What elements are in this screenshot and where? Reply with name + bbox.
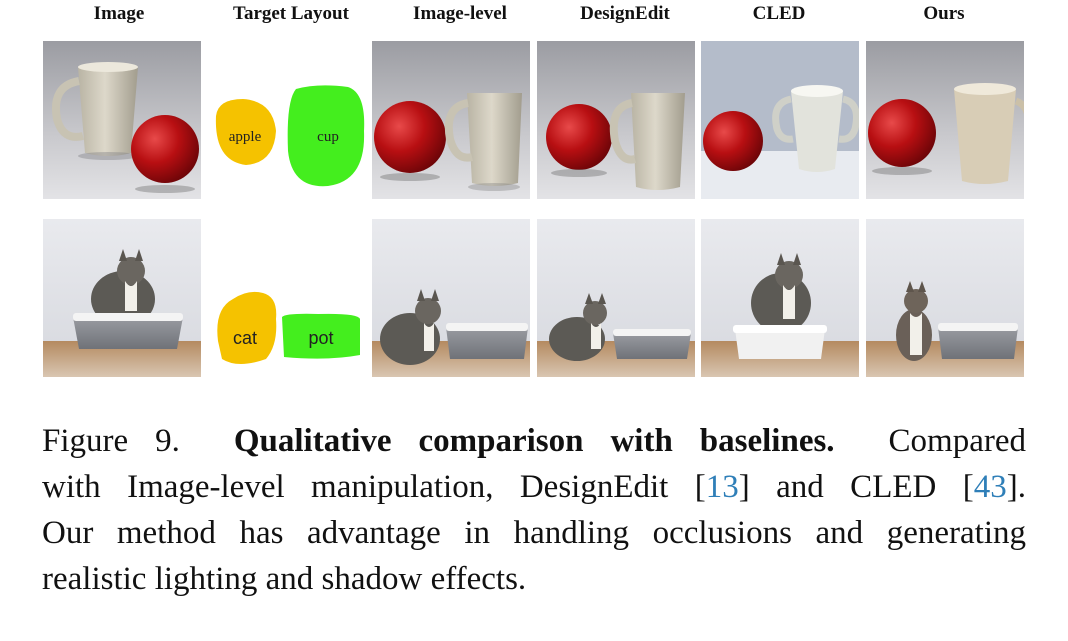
row1-designedit xyxy=(537,41,695,199)
layout-label-cup: cup xyxy=(317,129,339,145)
caption-line-3: Our method has advantage in handling occ… xyxy=(42,515,1026,551)
citation-43-link[interactable]: 43 xyxy=(973,469,1007,505)
column-header-image-level: Image-level xyxy=(413,3,507,24)
column-header-image: Image xyxy=(93,3,145,24)
row1-image-level xyxy=(372,41,530,199)
caption-title: Qualitative comparison with baselines. xyxy=(233,423,835,459)
layout-label-cat: cat xyxy=(233,328,257,348)
citation-13-link[interactable]: 13 xyxy=(705,469,739,505)
column-header-ours: Ours xyxy=(923,3,965,24)
row2-designedit xyxy=(537,219,695,377)
figure-caption: Figure 9. Qualitative comparison with ba… xyxy=(42,418,1026,602)
row1-image-original xyxy=(43,41,201,199)
layout-label-apple: apple xyxy=(229,129,262,145)
row2-target-layout: cat pot xyxy=(208,219,366,377)
layout-label-pot: pot xyxy=(308,328,333,348)
row2-image-original xyxy=(43,219,201,377)
caption-text-1: Compared xyxy=(888,423,1026,459)
caption-text-2: with Image-level manipulation, DesignEdi… xyxy=(42,469,706,505)
caption-text-3: ] and CLED [ xyxy=(738,469,974,505)
caption-line-1: Figure 9. Qualitative comparison with ba… xyxy=(42,418,1026,464)
row2-image-level xyxy=(372,219,530,377)
caption-line-2: with Image-level manipulation, DesignEdi… xyxy=(42,464,1026,510)
row2-cled xyxy=(701,219,859,377)
caption-line-4: realistic lighting and shadow effects. xyxy=(42,561,527,597)
row2-ours xyxy=(866,219,1024,377)
row1-target-layout: apple cup xyxy=(208,41,366,199)
row1-ours xyxy=(866,41,1024,199)
column-header-cled: CLED xyxy=(752,3,806,24)
caption-text-4: ]. xyxy=(1006,469,1026,505)
row1-cled xyxy=(701,41,859,199)
column-header-designedit: DesignEdit xyxy=(580,3,670,24)
column-header-target-layout: Target Layout xyxy=(233,3,349,24)
figure-label: Figure 9. xyxy=(42,423,180,459)
